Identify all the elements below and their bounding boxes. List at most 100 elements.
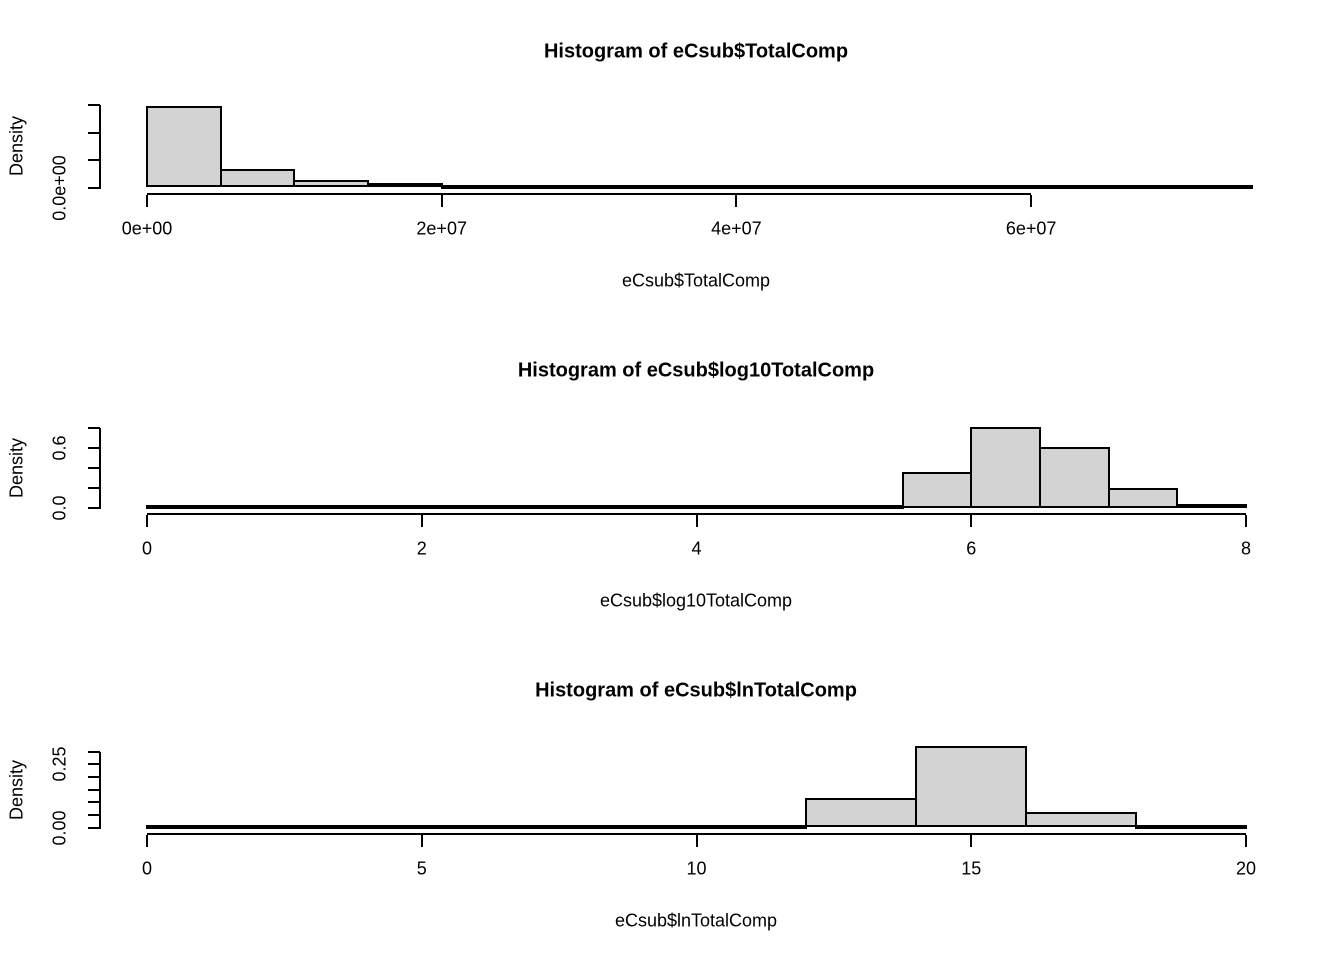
histogram-bar xyxy=(901,471,973,508)
histogram-bar xyxy=(695,505,767,509)
histogram-bar xyxy=(475,825,588,829)
histogram-bar xyxy=(420,505,492,509)
histogram-bar xyxy=(365,825,478,829)
histogram-bar xyxy=(293,179,370,188)
x-tick-label: 4 xyxy=(691,538,702,559)
y-tick xyxy=(88,446,100,449)
histogram-bar xyxy=(1103,185,1180,189)
panel-title: Histogram of eCsub$log10TotalComp xyxy=(517,359,875,382)
histogram-bar xyxy=(1135,825,1247,829)
y-tick-label: 0.0e+00 xyxy=(49,154,70,221)
y-axis-line xyxy=(99,105,101,189)
histogram-bar xyxy=(558,505,629,509)
histogram-bar xyxy=(809,185,885,189)
x-tick-label: 6 xyxy=(966,538,977,559)
y-axis-line xyxy=(99,427,101,509)
y-tick xyxy=(88,788,100,791)
histogram-bar xyxy=(352,505,423,509)
x-tick-label: 2e+07 xyxy=(416,218,467,239)
x-tick-label: 2 xyxy=(416,538,427,559)
x-tick xyxy=(970,514,973,527)
x-tick xyxy=(1245,834,1247,847)
x-tick-label: 10 xyxy=(686,858,707,879)
histogram-bar xyxy=(588,185,664,189)
histogram-bar xyxy=(255,825,368,829)
x-tick xyxy=(695,514,698,527)
histogram-bar xyxy=(283,505,355,509)
x-tick xyxy=(695,834,698,847)
histogram-bar xyxy=(514,185,591,189)
histogram-bar xyxy=(882,185,959,189)
histogram-bar xyxy=(805,798,918,828)
histogram-bar xyxy=(695,824,808,829)
histogram-bar xyxy=(1177,185,1254,189)
y-tick-label: 0.25 xyxy=(49,746,70,782)
histogram-bar xyxy=(1107,487,1179,508)
histogram-bar xyxy=(585,825,698,829)
x-axis-label: eCsub$log10TotalComp xyxy=(599,590,793,611)
histogram-bar xyxy=(626,505,698,509)
y-tick xyxy=(88,186,100,189)
x-tick-label: 4e+07 xyxy=(711,218,762,239)
y-tick-label: 0.00 xyxy=(49,809,70,846)
y-axis-label: Density xyxy=(6,116,27,177)
x-tick-label: 0 xyxy=(141,858,153,879)
x-tick-label: 15 xyxy=(961,858,982,879)
y-tick xyxy=(88,426,100,429)
x-tick-label: 8 xyxy=(1240,538,1252,559)
y-tick xyxy=(88,750,100,753)
histogram-bar xyxy=(214,505,286,509)
x-axis-line xyxy=(147,832,1246,835)
histogram-bar xyxy=(735,185,812,189)
histogram-bar xyxy=(764,505,835,509)
x-axis-label: eCsub$lnTotalComp xyxy=(614,910,778,931)
x-tick xyxy=(440,194,443,207)
histogram-bar xyxy=(219,169,296,188)
x-axis-line xyxy=(147,192,1032,195)
x-tick xyxy=(970,834,973,847)
histogram-bar xyxy=(440,184,517,189)
histogram-bar xyxy=(489,505,561,509)
x-tick-label: 5 xyxy=(416,858,427,879)
panel-title: Histogram of eCsub$TotalComp xyxy=(543,40,849,63)
x-tick xyxy=(146,514,148,527)
histogram-bar xyxy=(146,825,258,829)
y-tick xyxy=(88,104,100,106)
panel-title: Histogram of eCsub$lnTotalComp xyxy=(535,679,857,702)
x-tick xyxy=(1030,194,1033,207)
histogram-bar xyxy=(832,505,904,509)
x-tick-label: 0e+00 xyxy=(121,218,173,239)
x-tick-label: 20 xyxy=(1235,858,1257,879)
histogram-bar xyxy=(146,106,222,188)
histogram-bar xyxy=(146,505,217,509)
x-tick xyxy=(1245,514,1247,527)
histogram-bar xyxy=(1030,185,1106,189)
y-axis-label: Density xyxy=(6,437,27,498)
x-axis-line xyxy=(147,512,1246,515)
y-tick xyxy=(88,159,100,161)
y-tick xyxy=(88,131,100,134)
histogram-bar xyxy=(956,185,1033,189)
y-axis-label: Density xyxy=(6,759,27,820)
y-tick xyxy=(88,813,100,816)
y-tick-label: 0.0 xyxy=(49,494,70,521)
y-tick xyxy=(88,466,100,469)
y-tick xyxy=(88,801,100,804)
y-tick xyxy=(88,775,100,778)
x-tick-label: 0 xyxy=(141,538,153,559)
y-tick xyxy=(88,826,100,829)
y-tick-label: 0.6 xyxy=(49,434,70,461)
y-tick xyxy=(88,486,100,489)
histogram-bar xyxy=(915,746,1028,828)
x-tick xyxy=(146,194,148,207)
histogram-bar xyxy=(1025,811,1138,828)
y-tick xyxy=(88,506,100,509)
x-tick xyxy=(420,514,423,527)
x-tick-label: 6e+07 xyxy=(1005,218,1057,239)
y-tick xyxy=(88,763,100,766)
histogram-bar xyxy=(1038,446,1110,508)
histogram-bar xyxy=(661,185,738,189)
